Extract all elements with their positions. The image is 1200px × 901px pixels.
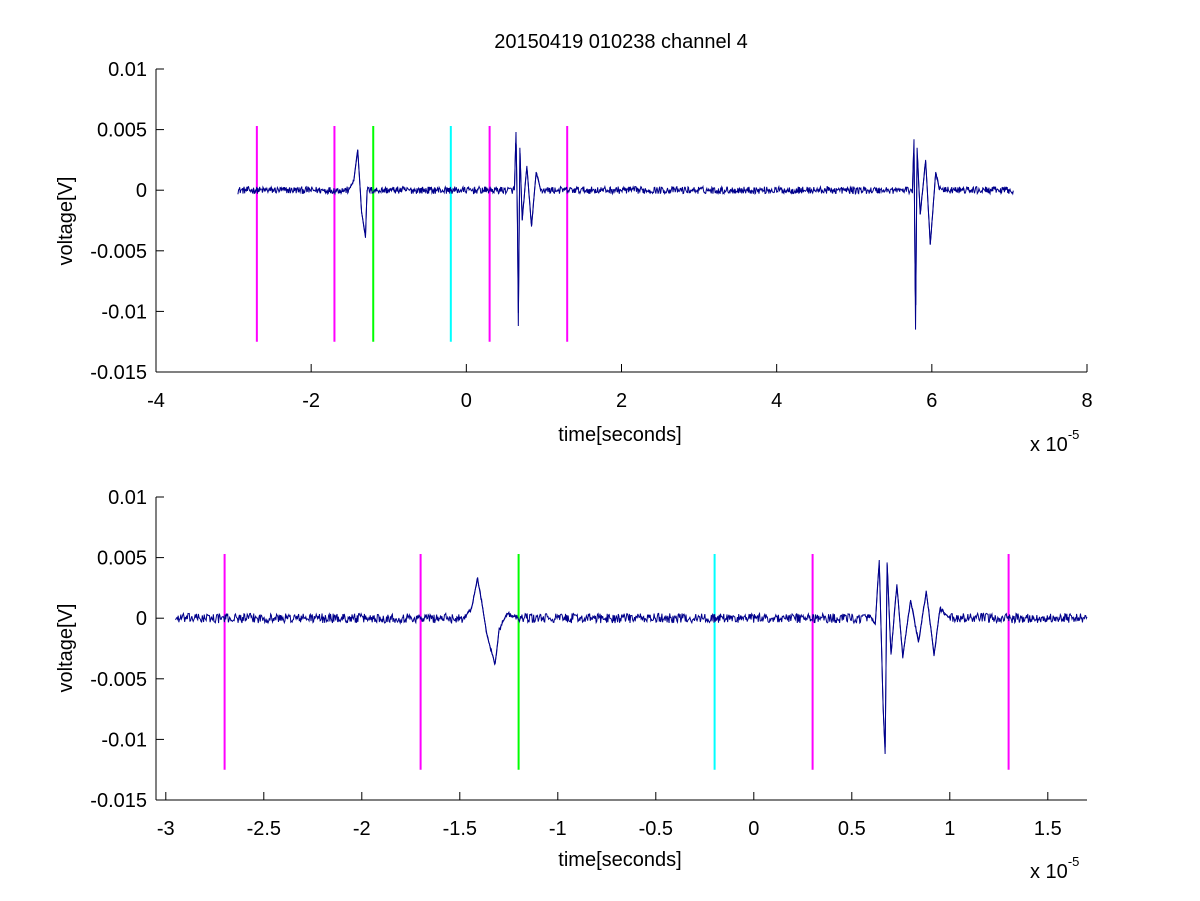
y-axis-ticks: 0.01 0.005 0 -0.005 -0.01 -0.015 [90,487,164,812]
y-tick-label: -0.005 [90,669,147,691]
axes-frame [155,69,1087,373]
signal-event [463,578,519,665]
x-axis-ticks: -3 -2.5 -2 -1.5 -1 -0.5 0 0.5 1 1.5 [157,792,1062,840]
signal-event [513,132,542,326]
signal-trace [175,564,1088,748]
x-axis-ticks: -4 -2 0 2 4 6 8 [147,364,1093,412]
x-tick-label: 0 [461,390,472,412]
x-tick-label: -2.5 [247,818,281,840]
signal-trace-group [237,132,1014,330]
y-tick-label: 0.005 [97,548,147,570]
y-tick-label: -0.015 [90,790,147,812]
y-tick-label: 0 [136,180,147,202]
x-tick-label: -1 [549,818,567,840]
y-tick-label: -0.015 [90,362,147,384]
y-tick-label: -0.01 [101,301,147,323]
subplot-zoom: 0.01 0.005 0 -0.005 -0.01 -0.015 -3 -2.5 -2 -1.5… [55,487,1088,883]
y-axis-label: voltage[V] [55,177,77,266]
x-tick-label: 4 [771,390,782,412]
x-tick-label: 2 [616,390,627,412]
x-tick-label: 1.5 [1034,818,1062,840]
x-tick-label: 1 [944,818,955,840]
x-tick-label: -2 [353,818,371,840]
x-tick-label: 0 [748,818,759,840]
signal-trace-group [175,559,1088,754]
x-axis-label: time[seconds] [558,424,681,446]
x-tick-label: 6 [926,390,937,412]
y-tick-label: 0 [136,608,147,630]
x-tick-label: 0.5 [838,818,866,840]
signal-event [347,150,368,237]
y-axis-ticks: 0.01 0.005 0 -0.005 -0.01 -0.015 [90,59,164,384]
x-multiplier-base: x 10 [1030,861,1068,883]
subplot-overview: 0.01 0.005 0 -0.005 -0.01 -0.015 -4 -2 0 2 4 6 8 ti… [55,59,1093,456]
y-tick-label: -0.005 [90,241,147,263]
x-tick-label: -0.5 [639,818,673,840]
x-multiplier-base: x 10 [1030,434,1068,456]
x-tick-label: 8 [1081,390,1092,412]
x-tick-label: -2 [302,390,320,412]
signal-event [911,139,941,330]
y-axis-label: voltage[V] [55,604,77,693]
event-markers [255,125,569,342]
x-multiplier-exponent: -5 [1068,854,1080,869]
y-tick-label: 0.01 [108,487,147,509]
y-tick-label: 0.005 [97,120,147,142]
x-multiplier-exponent: -5 [1068,427,1080,442]
y-tick-label: 0.01 [108,59,147,81]
x-tick-label: -1.5 [443,818,477,840]
figure-title: 20150419 010238 channel 4 [494,31,748,53]
signal-event [870,559,951,754]
axes-frame [155,497,1087,801]
y-tick-label: -0.01 [101,729,147,751]
x-multiplier: x 10-5 [1030,427,1079,456]
x-axis-label: time[seconds] [558,849,681,871]
event-markers [223,553,1010,770]
x-tick-label: -3 [157,818,175,840]
x-multiplier: x 10-5 [1030,854,1079,883]
x-tick-label: -4 [147,390,165,412]
signal-trace [237,142,1014,313]
